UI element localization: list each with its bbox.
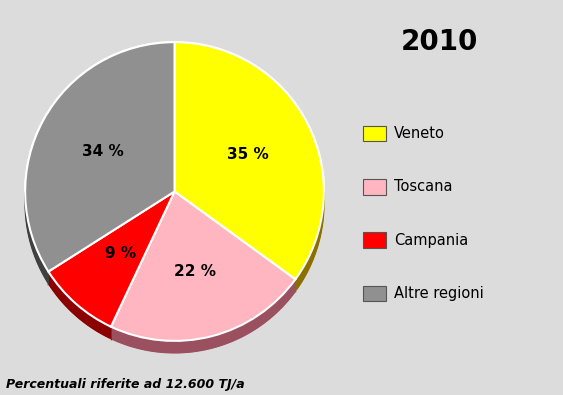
Text: Altre regioni: Altre regioni — [394, 286, 484, 301]
Polygon shape — [112, 280, 295, 353]
Wedge shape — [25, 42, 175, 271]
Wedge shape — [111, 192, 296, 341]
Polygon shape — [297, 192, 324, 290]
Wedge shape — [175, 42, 324, 279]
Text: 34 %: 34 % — [82, 145, 123, 160]
Text: 35 %: 35 % — [227, 147, 269, 162]
Text: Campania: Campania — [394, 233, 468, 248]
Text: 22 %: 22 % — [174, 263, 216, 278]
Wedge shape — [48, 192, 175, 327]
Text: Toscana: Toscana — [394, 179, 453, 194]
Text: Veneto: Veneto — [394, 126, 445, 141]
Wedge shape — [111, 192, 296, 341]
Wedge shape — [48, 203, 175, 339]
Polygon shape — [50, 273, 110, 338]
Wedge shape — [48, 192, 175, 327]
Text: 9 %: 9 % — [105, 246, 136, 261]
Wedge shape — [25, 42, 175, 271]
Wedge shape — [175, 42, 324, 279]
Wedge shape — [25, 54, 175, 284]
Wedge shape — [111, 203, 296, 353]
Text: Percentuali riferite ad 12.600 TJ/a: Percentuali riferite ad 12.600 TJ/a — [6, 378, 244, 391]
Wedge shape — [175, 54, 324, 291]
Polygon shape — [25, 192, 48, 283]
Text: 2010: 2010 — [400, 28, 478, 56]
